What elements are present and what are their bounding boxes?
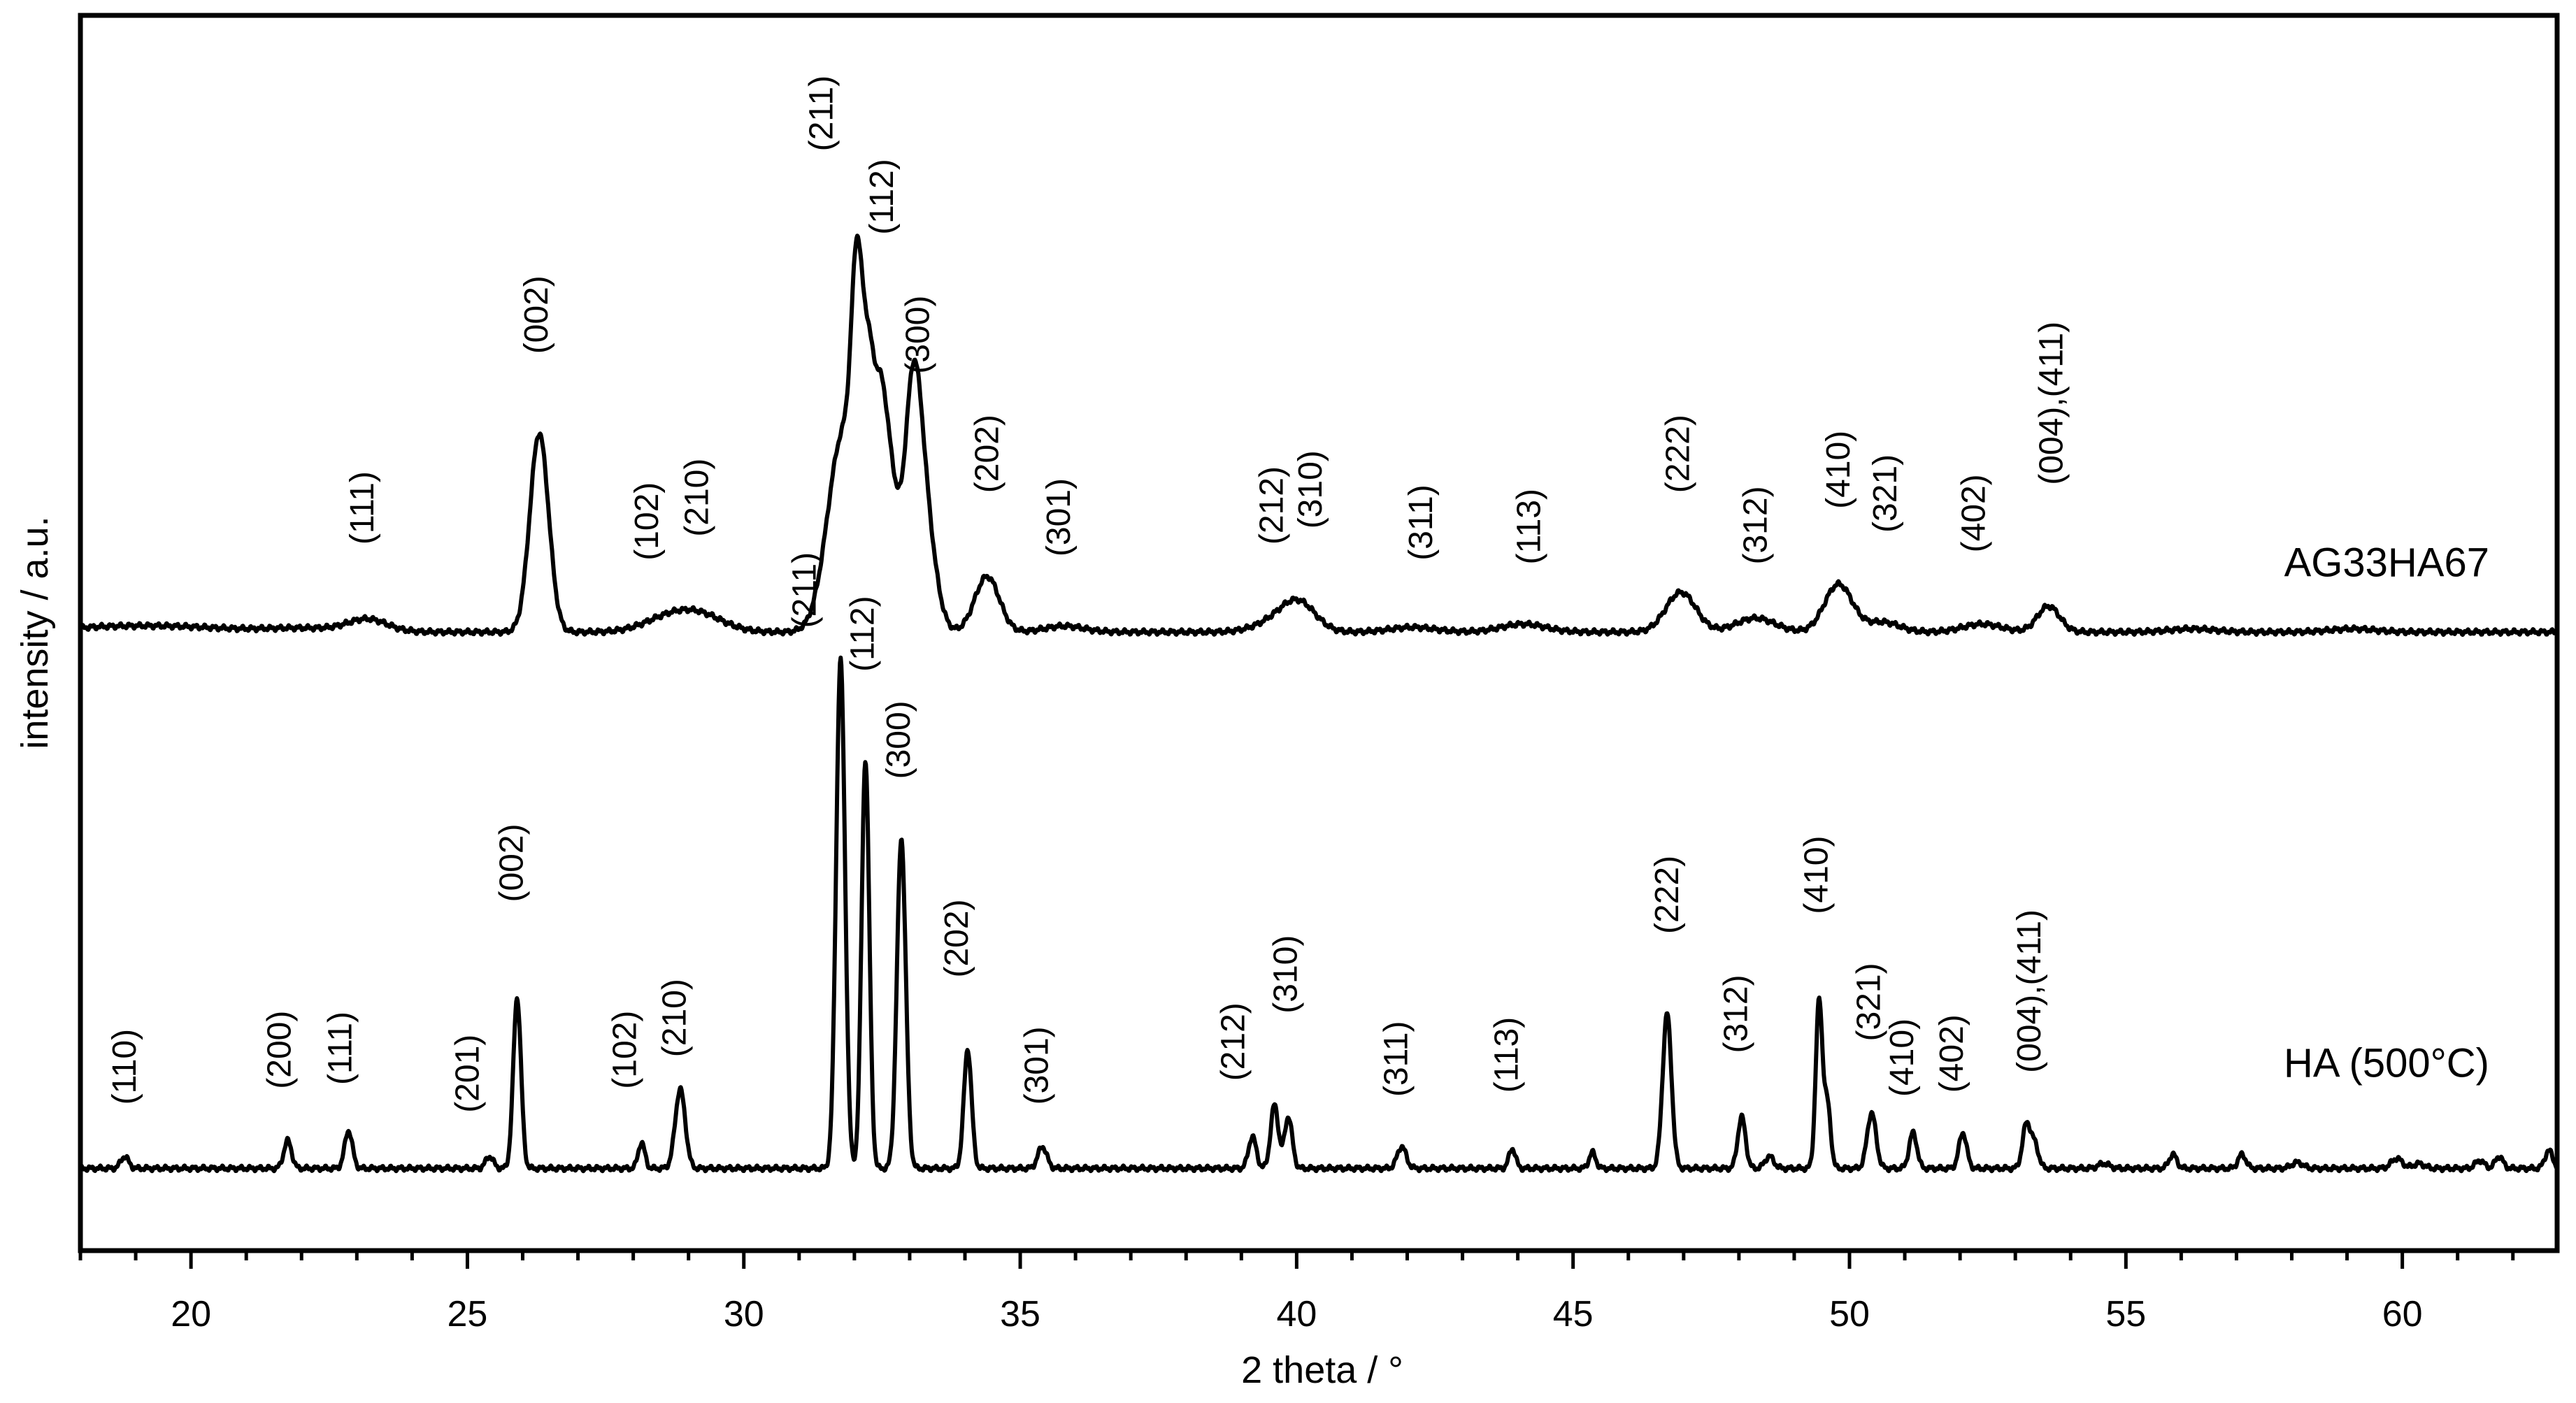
peak-label: (312) [1718, 974, 1755, 1053]
peak-label: (113) [1510, 489, 1547, 565]
x-axis-ticks: 20 25 30 35 40 45 50 55 60 [78, 1251, 2515, 1334]
peak-label: (301) [1019, 1026, 1056, 1105]
x-tick-label: 45 [1553, 1294, 1594, 1334]
peak-label: (310) [1267, 935, 1304, 1014]
peak-label-group: (111) (002) (102) (210) (211) (112) (300) (202)… [106, 75, 2070, 1113]
peak-label: (212) [1254, 466, 1291, 545]
peak-label: (210) [678, 459, 715, 537]
peak-label: (004),(411) [2033, 322, 2070, 485]
peak-label: (410) [1884, 1019, 1921, 1097]
peak-label: (212) [1215, 1002, 1252, 1081]
series-label-1: AG33HA67 [2284, 540, 2489, 586]
peak-label: (222) [1660, 415, 1697, 493]
peak-label: (111) [322, 1012, 359, 1085]
peak-label: (300) [880, 700, 917, 779]
peak-label: (102) [607, 1011, 644, 1089]
peak-label: (202) [968, 415, 1006, 493]
peak-label: (222) [1649, 856, 1686, 934]
peak-label: (112) [864, 159, 901, 235]
peak-label: (002) [518, 275, 555, 354]
peak-label: (211) [803, 75, 840, 152]
series-line-1 [78, 233, 2559, 637]
x-tick-label: 30 [724, 1294, 764, 1334]
series-label-group: AG33HA67 HA (500°C) [2284, 540, 2489, 1086]
peak-label: (321) [1867, 454, 1904, 533]
peak-label: (210) [657, 979, 694, 1057]
peak-label: (312) [1737, 486, 1774, 564]
x-tick-label: 35 [1000, 1294, 1040, 1334]
peak-label: (110) [106, 1029, 143, 1105]
peak-label: (410) [1798, 836, 1835, 914]
x-tick-label: 55 [2105, 1294, 2146, 1334]
peak-label: (201) [449, 1035, 486, 1113]
peak-label: (402) [1956, 474, 1993, 552]
peak-label: (402) [1933, 1014, 1970, 1093]
peak-label: (301) [1040, 478, 1078, 556]
peak-label: (211) [787, 552, 824, 628]
peak-label: (321) [1851, 963, 1888, 1041]
y-axis-title: intensity / a.u. [14, 516, 56, 749]
x-axis-title: 2 theta / ° [1241, 1349, 1403, 1391]
series-line-2 [78, 655, 2559, 1174]
peak-label: (004),(411) [2011, 909, 2048, 1073]
peak-label: (200) [261, 1011, 298, 1089]
x-tick-label: 25 [448, 1294, 488, 1334]
peak-label: (202) [938, 899, 975, 977]
peak-label: (102) [629, 482, 666, 561]
peak-label: (002) [494, 823, 531, 902]
x-tick-label: 50 [1829, 1294, 1870, 1334]
peak-label: (410) [1820, 431, 1857, 509]
peak-label: (311) [1378, 1021, 1415, 1098]
x-tick-label: 60 [2382, 1294, 2423, 1334]
peak-label: (112) [845, 596, 882, 672]
peak-label: (111) [344, 471, 381, 545]
peak-label: (300) [900, 296, 937, 374]
x-tick-label: 40 [1276, 1294, 1317, 1334]
peak-label: (311) [1403, 484, 1440, 561]
peak-label: (113) [1489, 1017, 1526, 1093]
x-tick-label: 20 [171, 1294, 211, 1334]
peak-label: (310) [1292, 450, 1329, 528]
series-label-2: HA (500°C) [2284, 1041, 2489, 1086]
series-layer [78, 233, 2559, 1174]
